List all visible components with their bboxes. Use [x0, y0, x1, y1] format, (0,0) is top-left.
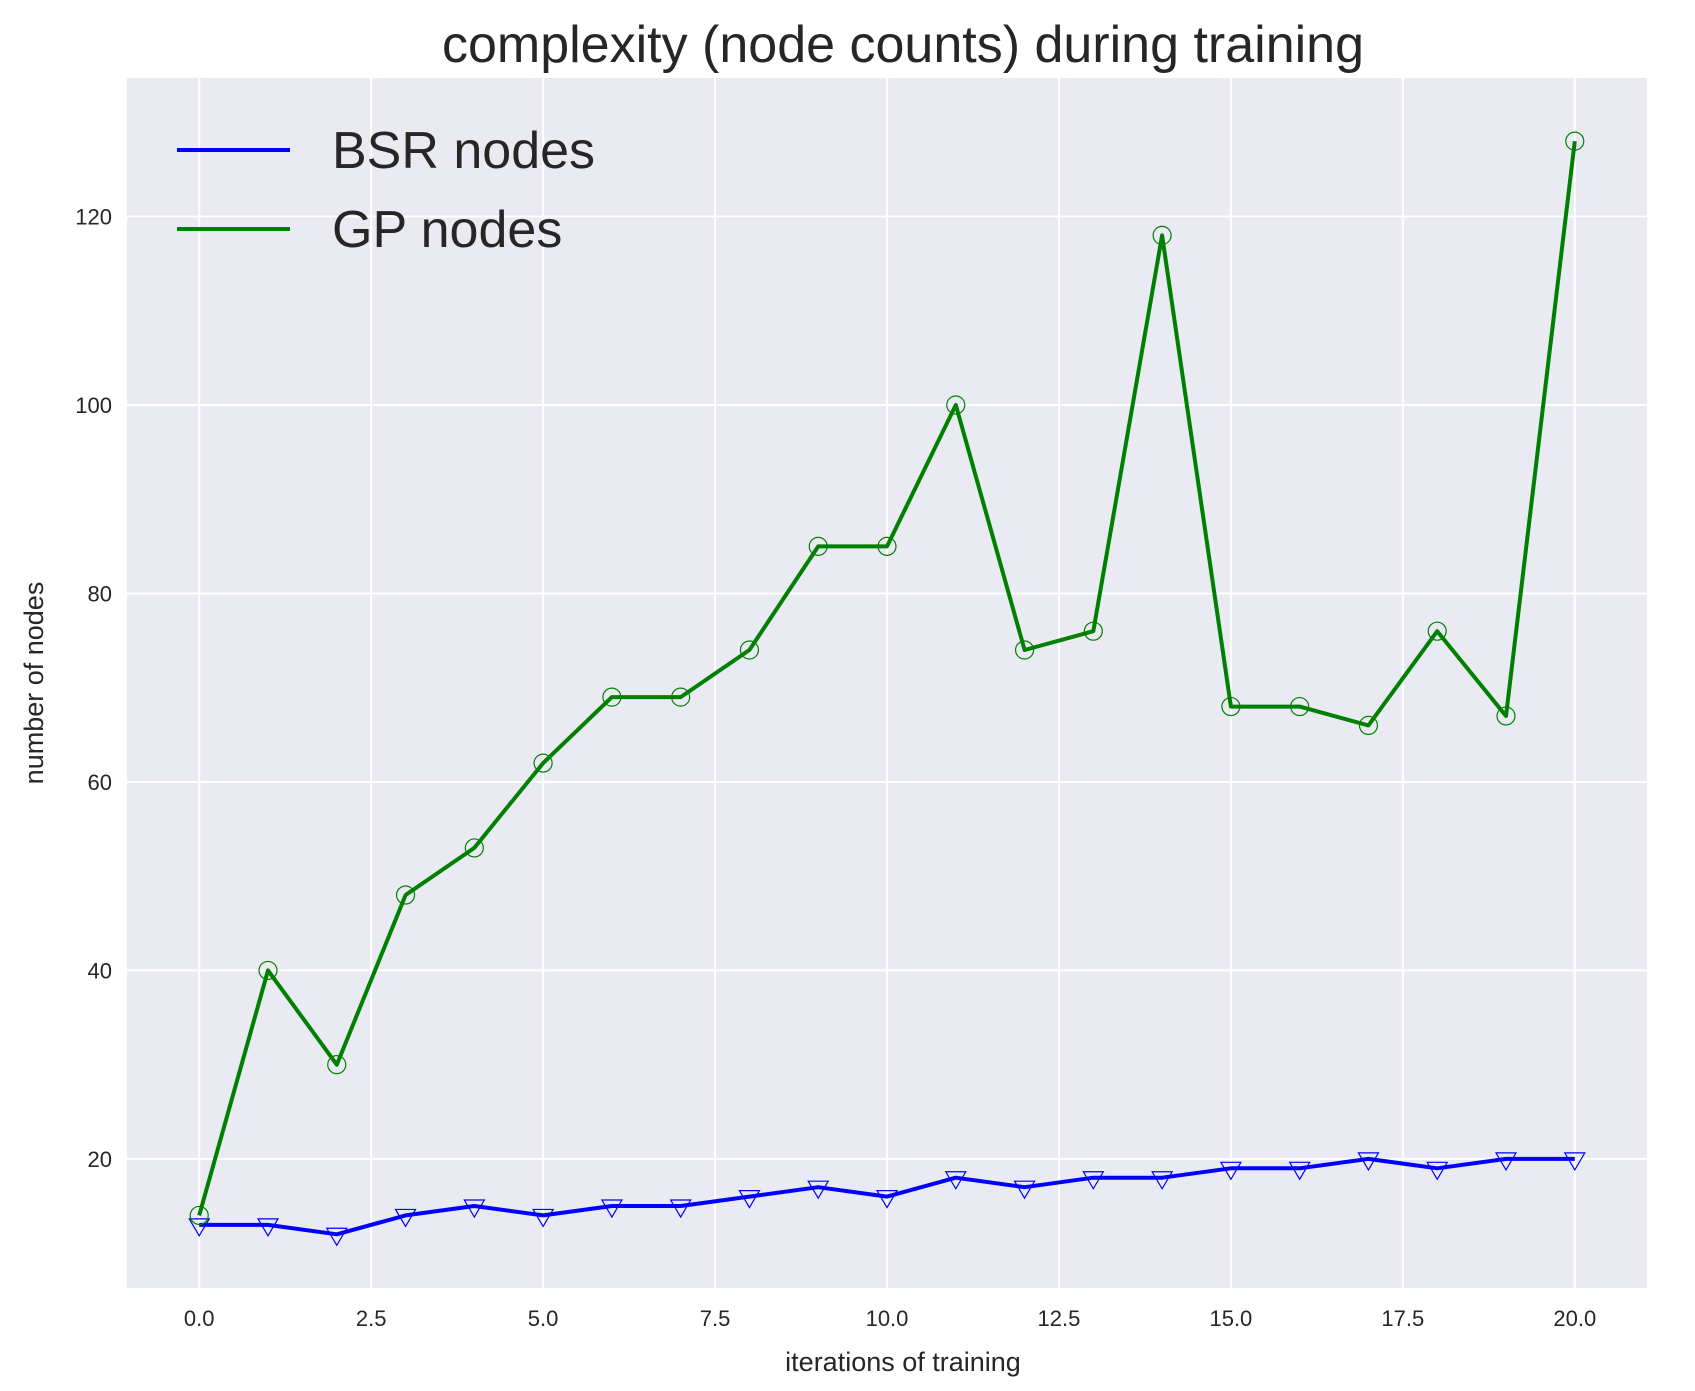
data-point — [1013, 1180, 1036, 1200]
data-point — [325, 1227, 348, 1247]
x-tick-label: 2.5 — [356, 1306, 387, 1331]
series-bsr-nodes — [188, 1152, 1586, 1247]
data-point — [1358, 715, 1379, 736]
data-point — [600, 1199, 623, 1219]
data-point — [875, 1189, 899, 1209]
legend-label: GP nodes — [332, 201, 562, 259]
data-point — [1565, 131, 1585, 151]
data-point — [188, 1218, 211, 1238]
data-point — [738, 1189, 761, 1209]
data-point — [1290, 696, 1310, 717]
series-line — [199, 1156, 1575, 1237]
data-point — [808, 536, 828, 556]
x-axis-label: iterations of training — [785, 1347, 1021, 1377]
data-point — [1152, 225, 1172, 245]
grid — [127, 78, 1647, 1288]
data-point — [1082, 1171, 1105, 1190]
data-point — [532, 1208, 555, 1228]
data-point — [739, 640, 760, 660]
x-tick-label: 15.0 — [1209, 1306, 1252, 1331]
x-axis-ticks: 0.0 2.5 5.0 7.5 10.0 12.5 15.0 17.5 20.0 — [184, 1306, 1596, 1331]
x-tick-label: 5.0 — [528, 1306, 559, 1331]
data-point — [1496, 706, 1516, 726]
data-point — [256, 1218, 280, 1238]
data-point — [1357, 1152, 1380, 1172]
data-point — [258, 960, 278, 981]
data-point — [1083, 621, 1103, 641]
data-point — [1221, 696, 1241, 717]
data-point — [877, 536, 897, 556]
x-tick-label: 0.0 — [184, 1306, 215, 1331]
data-point — [463, 1199, 486, 1219]
data-point — [669, 1199, 692, 1219]
data-point — [671, 687, 691, 707]
data-point — [1563, 1152, 1586, 1172]
legend-label: BSR nodes — [332, 122, 595, 180]
data-point — [1426, 1161, 1449, 1181]
data-point — [464, 838, 484, 858]
x-tick-label: 20.0 — [1553, 1306, 1596, 1331]
data-point — [394, 1208, 417, 1228]
y-tick-label: 100 — [75, 393, 112, 418]
data-point — [1288, 1161, 1311, 1181]
data-point — [944, 1171, 967, 1190]
legend-item: BSR nodes — [177, 122, 595, 180]
x-tick-label: 17.5 — [1381, 1306, 1424, 1331]
data-point — [946, 395, 966, 415]
y-tick-label: 20 — [88, 1147, 112, 1172]
chart-title: complexity (node counts) during training — [442, 16, 1364, 74]
data-point — [1427, 621, 1447, 641]
legend: BSR nodes GP nodes — [177, 122, 595, 259]
series-gp-nodes — [189, 131, 1585, 1226]
x-tick-label: 7.5 — [700, 1306, 731, 1331]
x-tick-label: 10.0 — [866, 1306, 909, 1331]
y-tick-label: 60 — [88, 770, 112, 795]
data-point — [189, 1205, 209, 1226]
series-layer — [188, 131, 1586, 1247]
y-tick-label: 80 — [88, 581, 112, 606]
x-tick-label: 12.5 — [1038, 1306, 1081, 1331]
data-point — [395, 885, 416, 905]
legend-item: GP nodes — [177, 201, 562, 259]
data-point — [1219, 1161, 1242, 1181]
data-point — [1151, 1171, 1174, 1190]
y-axis-ticks: 20 40 60 80 100 120 — [75, 205, 112, 1172]
series-line — [197, 140, 1577, 1216]
y-tick-label: 120 — [75, 205, 112, 230]
data-point — [327, 1055, 347, 1075]
data-point — [1014, 640, 1035, 660]
y-tick-label: 40 — [88, 958, 112, 983]
data-point — [533, 753, 553, 773]
data-point — [1494, 1152, 1518, 1172]
data-point — [602, 687, 622, 707]
data-point — [807, 1180, 830, 1200]
y-axis-label: number of nodes — [19, 582, 49, 785]
